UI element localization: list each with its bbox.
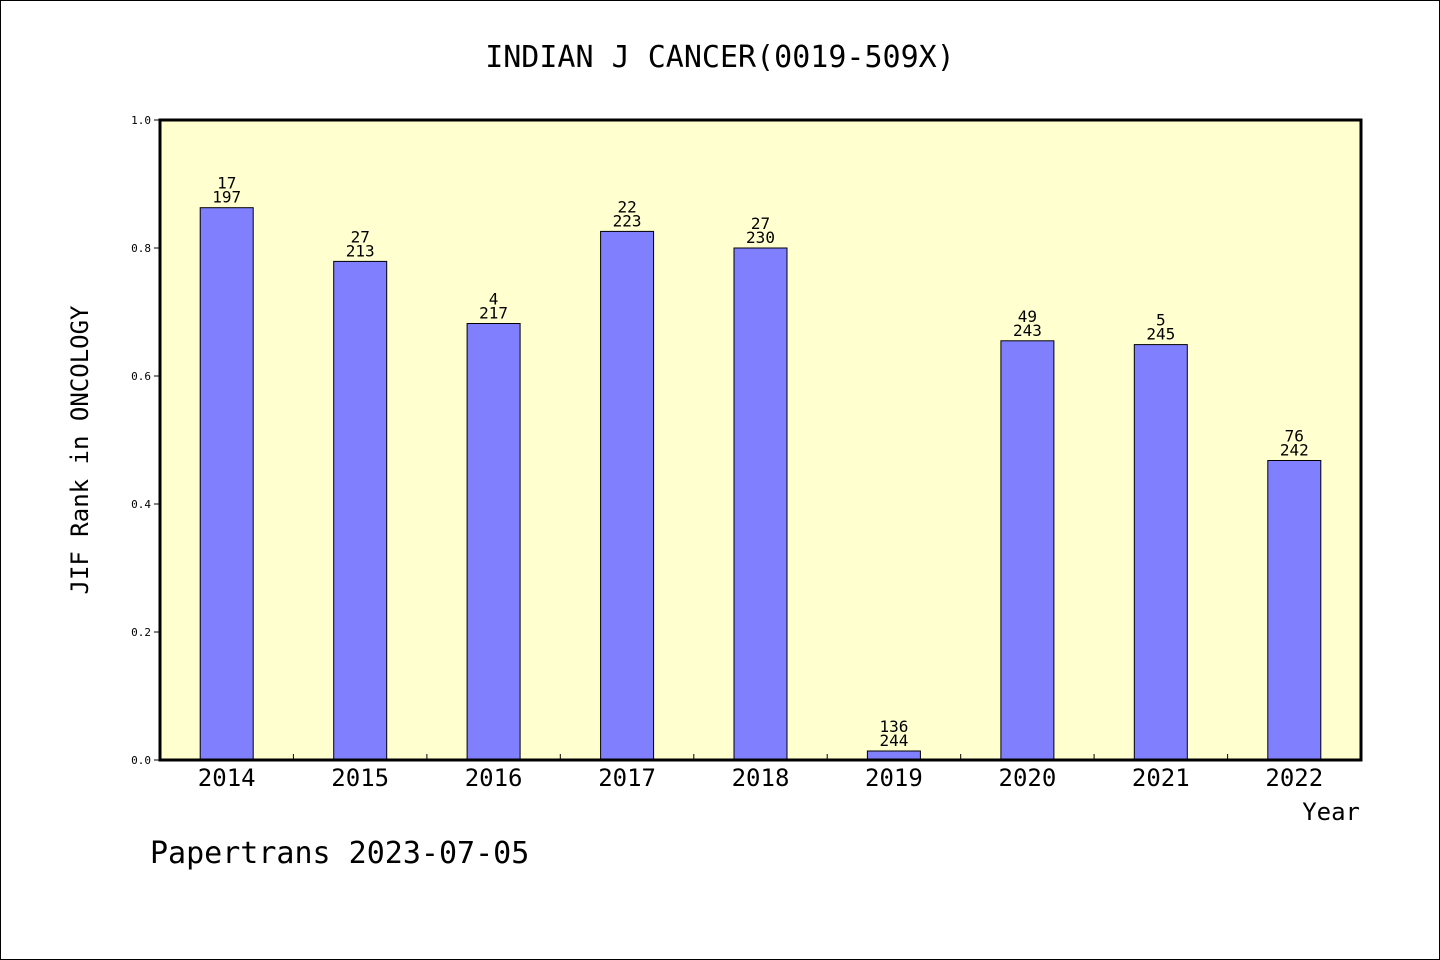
- bar-2017: [600, 230, 655, 761]
- x-tick-label-2019: 2019: [865, 764, 923, 792]
- x-tick-label-2016: 2016: [465, 764, 523, 792]
- bar-label-bottom-2020: 243: [1013, 321, 1042, 340]
- x-axis-label: Year: [1302, 798, 1360, 826]
- bar-label-bottom-2018: 230: [746, 228, 775, 247]
- bar-label-bottom-2014: 197: [212, 188, 241, 207]
- bar-label-top-2021: 5: [1156, 311, 1166, 330]
- bar-label-top-2018: 27: [751, 214, 770, 233]
- bar-2015: [333, 260, 388, 761]
- footer-credit: Papertrans 2023-07-05: [150, 836, 529, 871]
- bar-label-bottom-2016: 217: [479, 304, 508, 323]
- y-tick-label: 0.2: [131, 626, 151, 639]
- x-tick-label-2015: 2015: [331, 764, 389, 792]
- x-tick-label-2014: 2014: [198, 764, 256, 792]
- bar-2018: [733, 247, 788, 761]
- bar-2020: [1000, 340, 1055, 761]
- chart-title: INDIAN J CANCER(0019-509X): [485, 40, 955, 75]
- y-axis-label: JIF Rank in ONCOLOGY: [66, 305, 94, 595]
- y-tick-label: 0.4: [131, 498, 151, 511]
- bar-label-top-2019: 136: [879, 717, 908, 736]
- x-tick-label-2017: 2017: [598, 764, 656, 792]
- bar-label-bottom-2015: 213: [346, 241, 375, 260]
- bar-label-top-2015: 27: [351, 227, 370, 246]
- bar-label-top-2014: 17: [217, 174, 236, 193]
- x-tick-label-2021: 2021: [1132, 764, 1190, 792]
- bar-label-top-2017: 22: [617, 197, 636, 216]
- y-tick-label: 0.8: [131, 242, 151, 255]
- bar-label-bottom-2021: 245: [1146, 325, 1175, 344]
- x-axis: 2014 2015 2016 2017 2018 2019 2020 2021 2022: [198, 754, 1323, 792]
- x-tick-label-2018: 2018: [732, 764, 790, 792]
- bar-2022: [1267, 460, 1322, 761]
- x-tick-label-2022: 2022: [1265, 764, 1323, 792]
- bar-label-bottom-2022: 242: [1280, 441, 1309, 460]
- bar-label-bottom-2019: 244: [879, 731, 908, 750]
- bar-label-bottom-2017: 223: [613, 211, 642, 230]
- bar-label-top-2022: 76: [1285, 427, 1304, 446]
- bar-2021: [1133, 344, 1188, 761]
- y-tick-label: 1.0: [131, 114, 151, 127]
- plot-border: [158, 118, 1363, 762]
- bar-label-top-2020: 49: [1018, 307, 1037, 326]
- bar-2016: [466, 323, 521, 761]
- bar-label-top-2016: 4: [489, 290, 499, 309]
- y-tick-label: 0.6: [131, 370, 151, 383]
- bars-group: [199, 207, 1322, 761]
- y-axis: 0.0 0.2 0.4 0.6 0.8 1.0: [131, 114, 160, 767]
- y-tick-label: 0.0: [131, 754, 151, 767]
- x-tick-label-2020: 2020: [999, 764, 1057, 792]
- bar-2014: [199, 207, 254, 761]
